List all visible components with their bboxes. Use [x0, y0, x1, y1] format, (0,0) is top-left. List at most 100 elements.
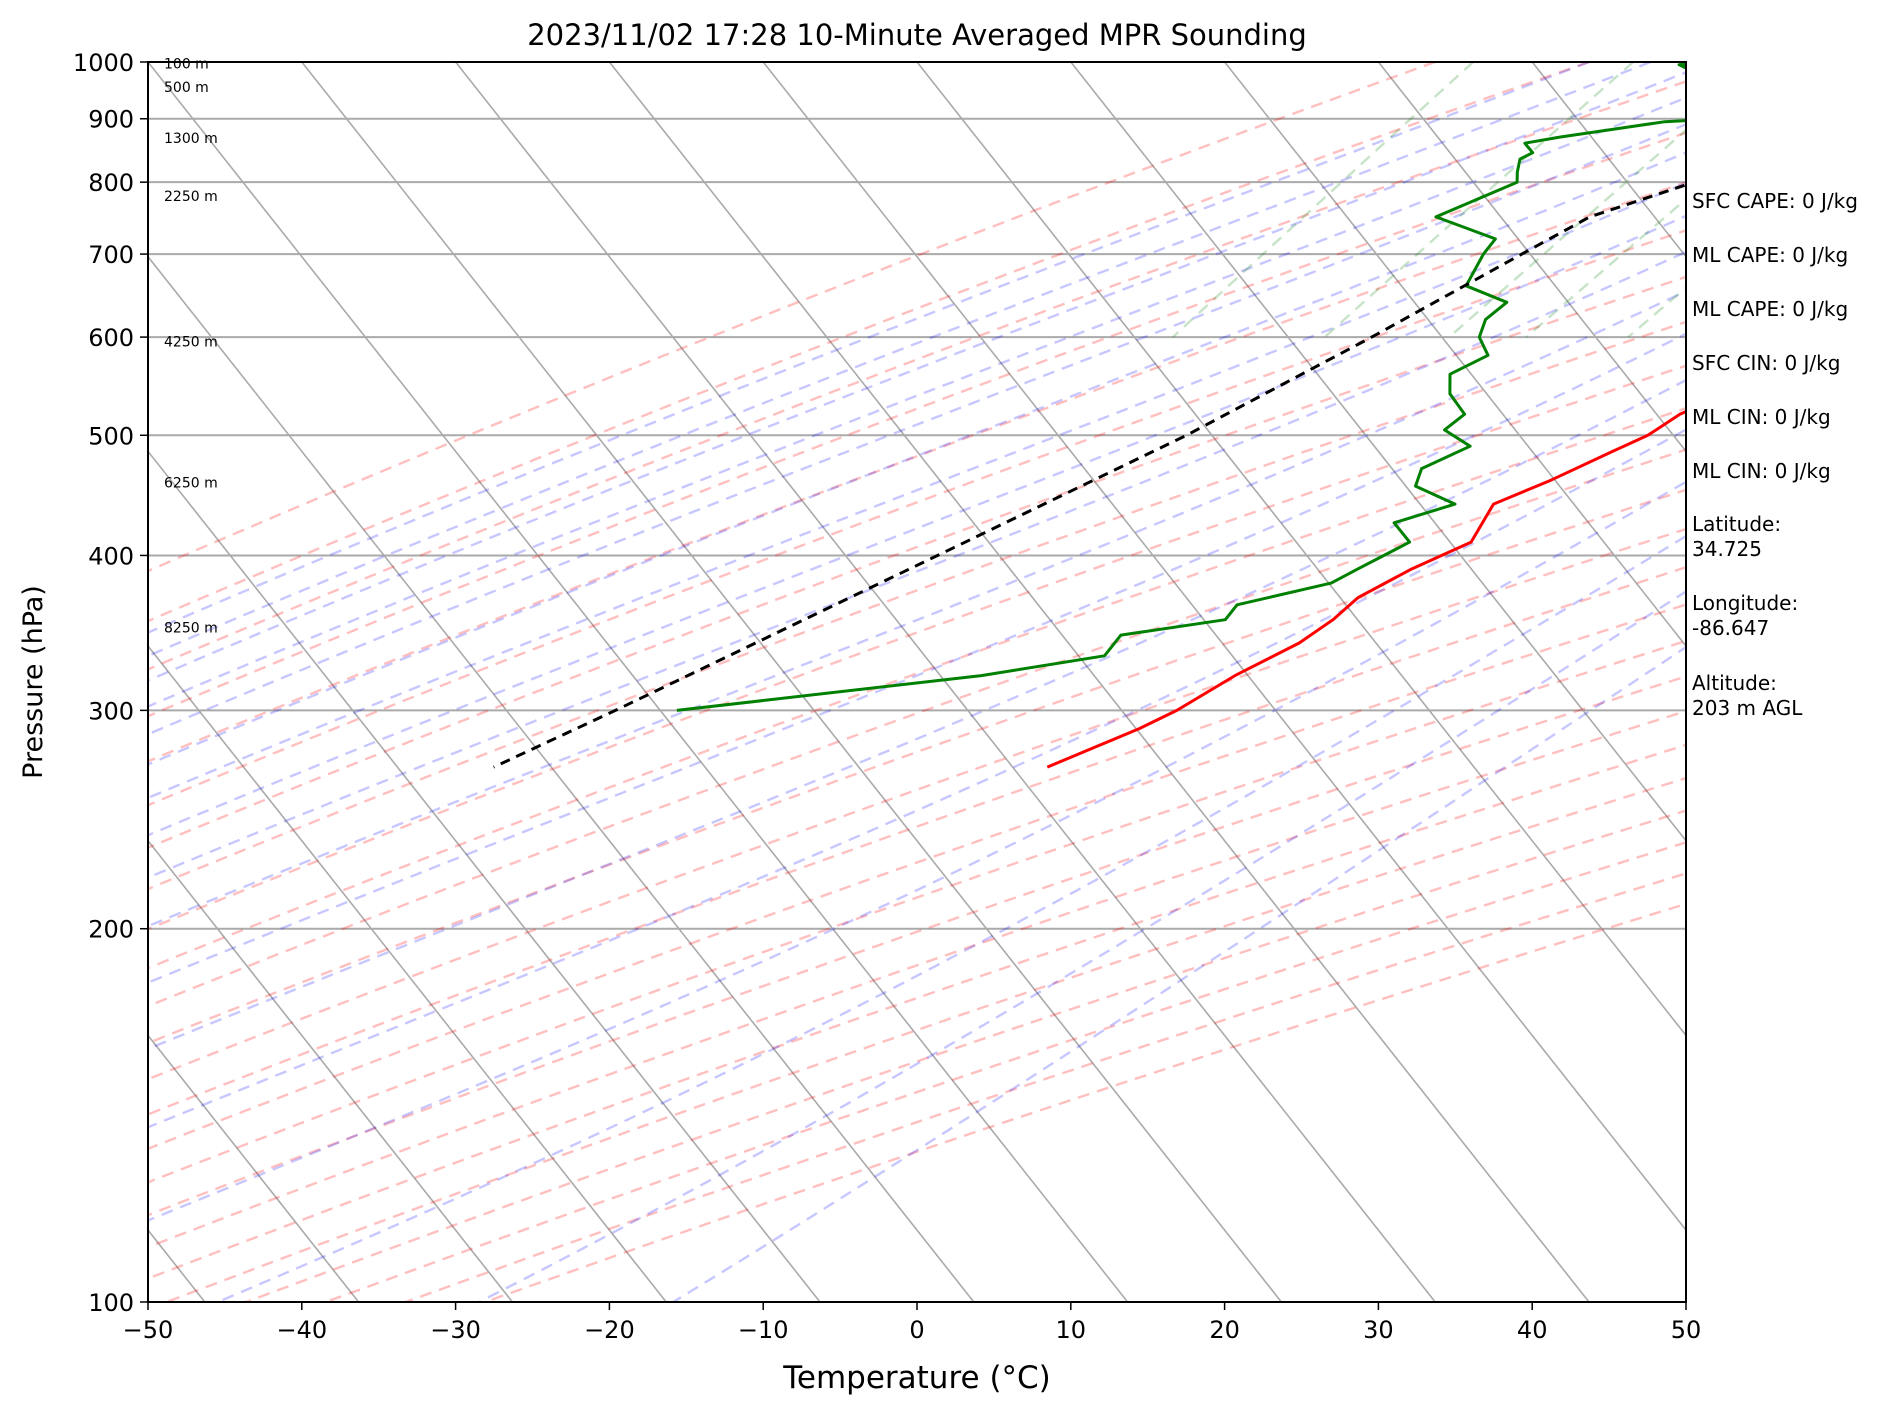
moist-adiabat-line: [148, 71, 1686, 682]
temperature-line: [1046, 409, 1686, 769]
isotherm-line: [148, 644, 667, 1302]
y-tick-label: 300: [88, 697, 134, 725]
height-label: 6250 m: [164, 476, 218, 492]
moist-adiabat-line: [217, 534, 1686, 1302]
ml-cin-text: ML CIN: 0 J/kg: [1692, 405, 1831, 429]
isotherm-line: [148, 839, 514, 1302]
latitude-text: Latitude: 34.725: [1692, 512, 1782, 561]
dry-adiabat-line: [148, 407, 1686, 970]
height-label: 500 m: [164, 80, 209, 96]
mixing-ratio-line: [1171, 62, 1475, 338]
sfc-cin-text: SFC CIN: 0 J/kg: [1692, 351, 1841, 375]
altitude-text: Altitude: 203 m AGL: [1692, 671, 1803, 720]
x-tick-label: −40: [276, 1316, 327, 1344]
moist-adiabat-line: [148, 480, 1686, 1222]
moist-adiabat-line: [148, 214, 1686, 837]
y-axis-label: Pressure (hPa): [18, 585, 49, 779]
x-tick-label: 30: [1363, 1316, 1394, 1344]
mixing-ratio-line: [1448, 128, 1686, 338]
height-label: 2250 m: [164, 189, 218, 205]
y-tick-label: 200: [88, 916, 134, 944]
y-tick-label: 700: [88, 241, 134, 269]
x-tick-label: −10: [738, 1316, 789, 1344]
x-tick-label: 10: [1056, 1316, 1087, 1344]
x-tick-label: −50: [123, 1316, 174, 1344]
isotherm-line: [148, 450, 821, 1302]
height-label: 1300 m: [164, 131, 218, 147]
isotherm-line: [454, 62, 1436, 1302]
moist-adiabat-line: [148, 96, 1686, 708]
x-tick-label: 50: [1671, 1316, 1702, 1344]
chart-title: 2023/11/02 17:28 10-Minute Averaged MPR …: [527, 18, 1307, 52]
y-tick-label: 1000: [73, 49, 134, 77]
dry-adiabat-line: [148, 131, 1686, 718]
isotherm-line: [148, 255, 975, 1302]
dry-adiabat-line: [148, 566, 1686, 1116]
dry-adiabat-line: [148, 80, 1686, 671]
moist-adiabat-line: [148, 378, 1686, 1051]
sounding-series: [493, 62, 1686, 769]
ml-cape-text-2: ML CAPE: 0 J/kg: [1692, 297, 1849, 321]
parcel-line: [493, 183, 1686, 769]
x-tick-label: 40: [1517, 1316, 1548, 1344]
y-tick-label: 800: [88, 169, 134, 197]
background-reference-lines: [148, 62, 1893, 1302]
moist-adiabat-line: [148, 428, 1686, 1129]
dry-adiabat-line: [148, 639, 1686, 1184]
y-tick-label: 100: [88, 1289, 134, 1317]
dry-adiabat-line: [484, 902, 1686, 1302]
isotherm-line: [148, 1034, 360, 1302]
dry-adiabat-line: [148, 275, 1686, 850]
moist-adiabat-line: [148, 250, 1686, 879]
isotherm-line: [1070, 62, 1686, 843]
ml-cape-text: ML CAPE: 0 J/kg: [1692, 243, 1849, 267]
dry-adiabat-line: [148, 448, 1686, 1008]
dry-adiabat-line: [148, 675, 1686, 1217]
dewpoint-line: [676, 62, 1686, 712]
isotherm-line: [1377, 62, 1686, 453]
y-tick-label: 400: [88, 542, 134, 570]
y-tick-label: 900: [88, 106, 134, 134]
x-tick-label: 0: [909, 1316, 924, 1344]
dry-adiabat-line: [148, 62, 1436, 573]
mixing-ratio-line: [1323, 62, 1634, 338]
x-tick-label: −30: [430, 1316, 481, 1344]
isotherm-line: [301, 62, 1283, 1302]
height-label: 100 m: [164, 57, 209, 73]
height-label: 8250 m: [164, 620, 218, 636]
isotherm-line: [148, 62, 1129, 1302]
moist-adiabat-line: [148, 122, 1686, 736]
y-tick-label: 600: [88, 324, 134, 352]
moist-adiabat-line: [148, 62, 1590, 634]
x-axis: −50 −40 −30 −20 −10 0 10 20 30 40 50: [123, 1302, 1702, 1344]
dry-adiabat-line: [148, 743, 1686, 1280]
moist-adiabat-line: [148, 151, 1686, 766]
dry-adiabat-line: [148, 603, 1686, 1151]
isotherm-line: [762, 62, 1686, 1232]
dry-adiabat-line: [148, 364, 1686, 931]
moist-adiabat-line: [148, 62, 1651, 658]
y-tick-label: 500: [88, 422, 134, 450]
ml-cin-text-2: ML CIN: 0 J/kg: [1692, 459, 1831, 483]
isotherm-line: [608, 62, 1590, 1302]
dry-adiabat-line: [148, 320, 1686, 891]
moist-adiabat-line: [478, 590, 1686, 1302]
isotherm-line: [916, 62, 1686, 1037]
x-tick-label: 20: [1209, 1316, 1240, 1344]
moist-adiabat-line: [148, 332, 1686, 984]
dry-adiabat-line: [148, 229, 1686, 807]
dry-adiabat-line: [166, 776, 1686, 1302]
dry-adiabat-line: [148, 709, 1686, 1249]
dry-adiabat-line: [148, 527, 1686, 1081]
height-labels: 8250 m 6250 m 4250 m 2250 m 1300 m 500 m 100 m: [164, 57, 218, 637]
dry-adiabat-line: [148, 62, 1590, 623]
x-axis-label: Temperature (°C): [782, 1360, 1051, 1396]
x-tick-label: −20: [584, 1316, 635, 1344]
mixing-ratio-line: [1881, 62, 1893, 337]
dry-adiabat-line: [148, 488, 1686, 1045]
y-axis: 100 200 300 400 500 600 700 800 900 1000: [73, 49, 148, 1317]
moist-adiabat-line: [148, 289, 1686, 928]
sfc-cape-text: SFC CAPE: 0 J/kg: [1692, 189, 1858, 213]
moist-adiabat-line: [148, 181, 1686, 800]
